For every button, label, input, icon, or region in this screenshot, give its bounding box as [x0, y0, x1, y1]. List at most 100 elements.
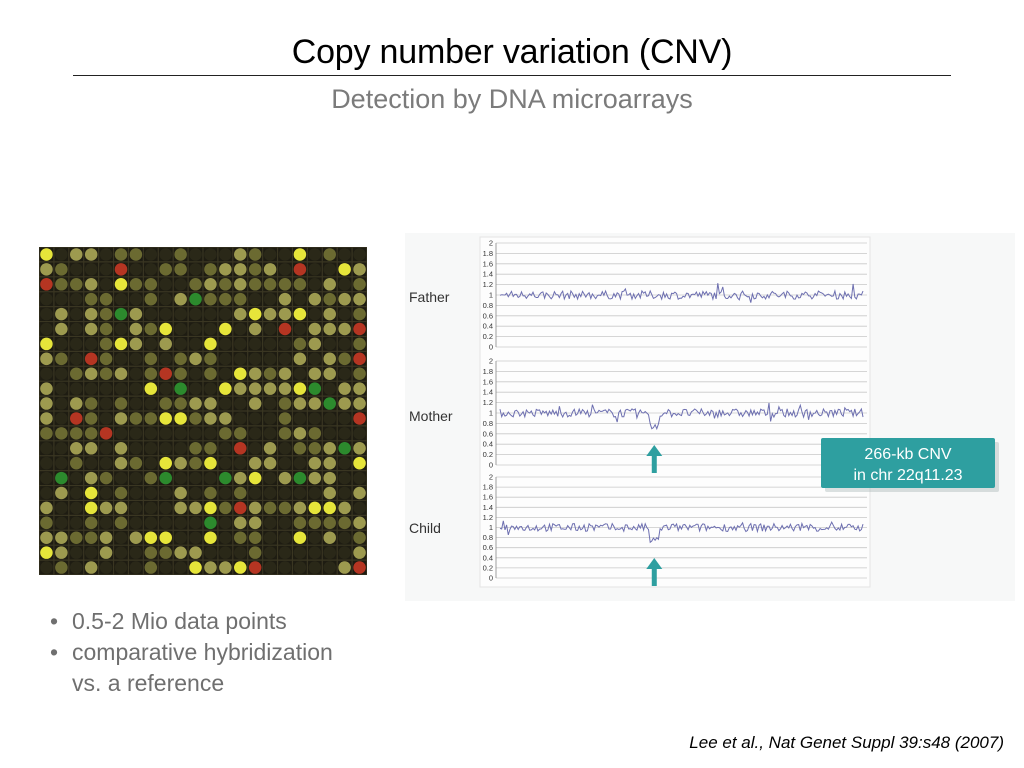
array-spot	[293, 486, 307, 500]
array-spot	[55, 561, 68, 574]
array-spot	[174, 292, 187, 306]
array-spot	[159, 442, 172, 455]
array-spot	[263, 367, 277, 380]
array-spot	[99, 382, 113, 395]
array-spot	[129, 292, 143, 306]
array-spot	[293, 442, 307, 455]
array-spot	[114, 561, 128, 574]
array-spot	[159, 456, 172, 470]
array-spot	[40, 337, 53, 351]
array-spot	[189, 516, 202, 530]
array-spot	[70, 263, 83, 276]
y-tick-label: 0.2	[483, 563, 493, 572]
array-spot	[278, 307, 292, 321]
array-spot	[293, 427, 307, 440]
array-spot	[55, 397, 68, 410]
array-spot	[204, 501, 217, 515]
array-spot	[174, 263, 187, 276]
array-spot	[55, 322, 68, 336]
array-spot	[55, 337, 68, 351]
array-spot	[234, 471, 247, 485]
array-spot	[338, 263, 351, 276]
array-spot	[40, 352, 53, 366]
array-spot	[323, 442, 336, 455]
array-spot	[219, 322, 232, 336]
array-spot	[40, 263, 53, 276]
y-tick-label: 1.4	[483, 388, 493, 397]
array-spot	[338, 456, 351, 470]
array-spot	[129, 307, 143, 321]
array-spot	[204, 337, 217, 351]
array-spot	[84, 248, 98, 261]
array-spot	[159, 307, 172, 321]
array-spot	[263, 248, 277, 261]
array-spot	[308, 322, 322, 336]
array-spot	[99, 516, 113, 530]
array-spot	[308, 382, 322, 395]
array-spot	[263, 546, 277, 559]
array-spot	[70, 442, 83, 455]
array-spot	[129, 263, 143, 276]
array-spot	[70, 322, 83, 336]
array-spot	[99, 427, 113, 440]
array-spot	[263, 337, 277, 351]
array-spot	[144, 427, 158, 440]
array-spot	[338, 278, 351, 291]
array-spot	[114, 292, 128, 306]
array-spot	[99, 322, 113, 336]
array-spot	[234, 501, 247, 515]
y-tick-label: 0.6	[483, 429, 493, 438]
y-tick-label: 1.8	[483, 367, 493, 376]
array-spot	[204, 248, 217, 261]
array-spot	[204, 516, 217, 530]
array-spot	[263, 278, 277, 291]
array-spot	[189, 427, 202, 440]
array-spot	[219, 248, 232, 261]
array-spot	[219, 471, 232, 485]
array-spot	[323, 292, 336, 306]
array-spot	[308, 412, 322, 425]
array-spot	[84, 561, 98, 574]
array-spot	[99, 412, 113, 425]
series-panel-child: 21.81.61.41.210.80.60.40.2 0 Child	[409, 473, 867, 583]
array-spot	[308, 442, 322, 455]
array-spot	[129, 456, 143, 470]
array-spot	[338, 501, 351, 515]
array-spot	[55, 367, 68, 380]
array-spot	[129, 486, 143, 500]
array-spot	[338, 486, 351, 500]
array-spot	[278, 486, 292, 500]
array-spot	[263, 471, 277, 485]
array-spot	[174, 367, 187, 380]
array-spot	[278, 248, 292, 261]
cnv-arrow-icon	[646, 445, 663, 473]
array-spot	[234, 561, 247, 574]
bullet-dot: •	[50, 608, 59, 634]
array-spot	[353, 352, 366, 366]
y-tick-label: 1.2	[483, 280, 493, 289]
y-tick-label: 0.4	[483, 440, 493, 449]
array-spot	[293, 531, 307, 544]
array-spot	[219, 456, 232, 470]
array-spot	[204, 352, 217, 366]
array-spot	[159, 248, 172, 261]
array-spot	[219, 516, 232, 530]
array-spot	[263, 501, 277, 515]
array-spot	[308, 471, 322, 485]
array-spot	[189, 561, 202, 574]
array-spot	[70, 546, 83, 559]
array-spot	[263, 486, 277, 500]
array-spot	[129, 427, 143, 440]
array-spot	[353, 561, 366, 574]
array-spot	[114, 456, 128, 470]
array-spot	[323, 337, 336, 351]
array-spot	[293, 561, 307, 574]
array-spot	[293, 456, 307, 470]
array-spot	[278, 352, 292, 366]
array-spot	[219, 307, 232, 321]
array-spot	[159, 322, 172, 336]
array-spot	[323, 546, 336, 559]
array-spot	[70, 352, 83, 366]
array-spot	[308, 263, 322, 276]
array-spot	[84, 516, 98, 530]
